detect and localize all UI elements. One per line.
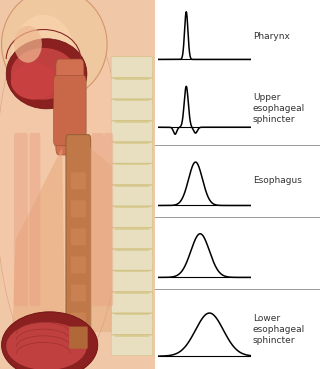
FancyBboxPatch shape [115, 227, 149, 230]
Text: Lower
esophageal
sphincter: Lower esophageal sphincter [253, 314, 305, 345]
FancyBboxPatch shape [92, 133, 104, 306]
FancyBboxPatch shape [111, 292, 153, 313]
Ellipse shape [11, 63, 57, 100]
FancyBboxPatch shape [53, 76, 86, 146]
FancyBboxPatch shape [111, 271, 153, 292]
FancyBboxPatch shape [71, 313, 86, 330]
FancyBboxPatch shape [111, 142, 153, 163]
FancyBboxPatch shape [71, 256, 86, 273]
Polygon shape [90, 148, 112, 332]
FancyBboxPatch shape [115, 312, 149, 315]
FancyBboxPatch shape [115, 248, 149, 251]
Ellipse shape [6, 322, 87, 369]
FancyBboxPatch shape [111, 78, 153, 99]
Text: Pharynx: Pharynx [253, 32, 290, 41]
FancyBboxPatch shape [71, 172, 86, 189]
Ellipse shape [2, 312, 98, 369]
FancyBboxPatch shape [115, 205, 149, 208]
Text: Esophagus: Esophagus [253, 176, 302, 185]
FancyBboxPatch shape [111, 228, 153, 249]
Ellipse shape [14, 26, 42, 63]
FancyBboxPatch shape [71, 284, 86, 301]
FancyBboxPatch shape [115, 120, 149, 123]
FancyBboxPatch shape [115, 98, 149, 101]
FancyBboxPatch shape [111, 100, 153, 120]
FancyBboxPatch shape [14, 133, 28, 306]
FancyBboxPatch shape [111, 185, 153, 206]
FancyBboxPatch shape [71, 228, 86, 245]
FancyBboxPatch shape [0, 0, 155, 369]
FancyBboxPatch shape [66, 135, 91, 345]
FancyBboxPatch shape [115, 291, 149, 294]
FancyBboxPatch shape [69, 327, 88, 349]
FancyBboxPatch shape [111, 121, 153, 142]
FancyBboxPatch shape [115, 334, 149, 337]
FancyBboxPatch shape [111, 57, 153, 77]
Ellipse shape [0, 0, 123, 369]
FancyBboxPatch shape [115, 77, 149, 80]
FancyBboxPatch shape [115, 184, 149, 187]
FancyBboxPatch shape [115, 269, 149, 272]
FancyBboxPatch shape [104, 133, 113, 306]
FancyBboxPatch shape [71, 200, 86, 217]
Text: Upper
esophageal
sphincter: Upper esophageal sphincter [253, 93, 305, 124]
FancyBboxPatch shape [56, 59, 84, 155]
FancyBboxPatch shape [111, 249, 153, 270]
FancyBboxPatch shape [111, 207, 153, 227]
Ellipse shape [11, 48, 76, 100]
FancyBboxPatch shape [115, 141, 149, 144]
FancyBboxPatch shape [111, 335, 153, 356]
FancyBboxPatch shape [111, 164, 153, 184]
Ellipse shape [11, 15, 76, 103]
FancyBboxPatch shape [111, 314, 153, 334]
Polygon shape [12, 148, 65, 332]
FancyBboxPatch shape [115, 162, 149, 165]
Ellipse shape [6, 39, 87, 109]
FancyBboxPatch shape [29, 133, 40, 306]
Ellipse shape [2, 0, 107, 100]
